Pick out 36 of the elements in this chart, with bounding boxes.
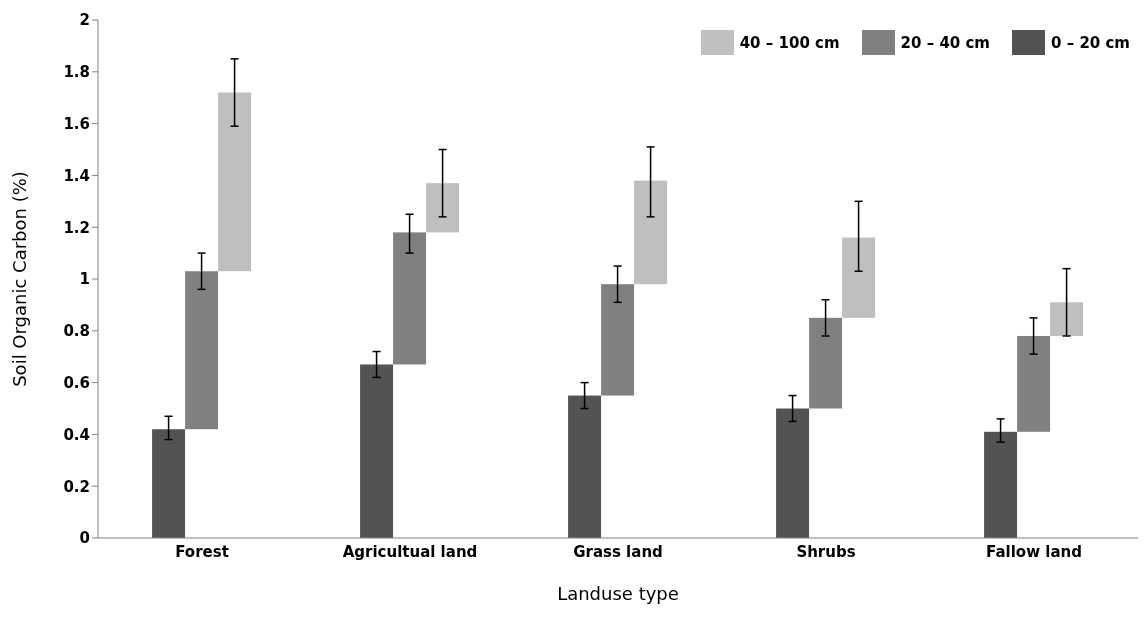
y-tick-label: 2: [79, 11, 90, 30]
y-tick-label: 0: [79, 529, 90, 548]
y-tick-label: 1.8: [63, 63, 90, 82]
bar: [809, 317, 843, 409]
y-tick-label: 1.4: [63, 166, 90, 185]
bar: [1017, 335, 1051, 432]
y-axis-title: Soil Organic Carbon (%): [9, 171, 31, 387]
y-tick-label: 0.2: [63, 477, 90, 496]
x-tick-label: Forest: [175, 542, 229, 561]
x-tick-label: Fallow land: [986, 542, 1082, 561]
y-tick-label: 1.6: [63, 114, 90, 133]
x-tick-label: Agricultual land: [342, 542, 478, 561]
x-tick-label: Shrubs: [796, 542, 856, 561]
y-tick-label: 0.8: [63, 322, 90, 341]
bar: [634, 180, 668, 285]
bar: [601, 284, 635, 396]
x-axis-title: Landuse type: [557, 583, 679, 604]
bar: [393, 232, 427, 365]
bar: [152, 429, 186, 538]
y-tick-label: 1.2: [63, 218, 90, 237]
bar: [1050, 302, 1084, 336]
bar: [984, 431, 1018, 538]
bar: [360, 364, 394, 538]
legend-label: 0 – 20 cm: [1051, 33, 1130, 52]
bar: [568, 395, 602, 538]
legend-label: 20 – 40 cm: [900, 33, 990, 52]
bar: [218, 92, 252, 272]
y-tick-label: 1: [79, 270, 90, 289]
legend-label: 40 – 100 cm: [739, 33, 840, 52]
bar: [776, 408, 810, 538]
bar: [185, 271, 219, 430]
bar: [426, 183, 460, 233]
y-tick-label: 0.4: [63, 425, 90, 444]
x-tick-label: Grass land: [573, 542, 663, 561]
bar: [842, 237, 876, 318]
y-tick-label: 0.6: [63, 373, 90, 392]
